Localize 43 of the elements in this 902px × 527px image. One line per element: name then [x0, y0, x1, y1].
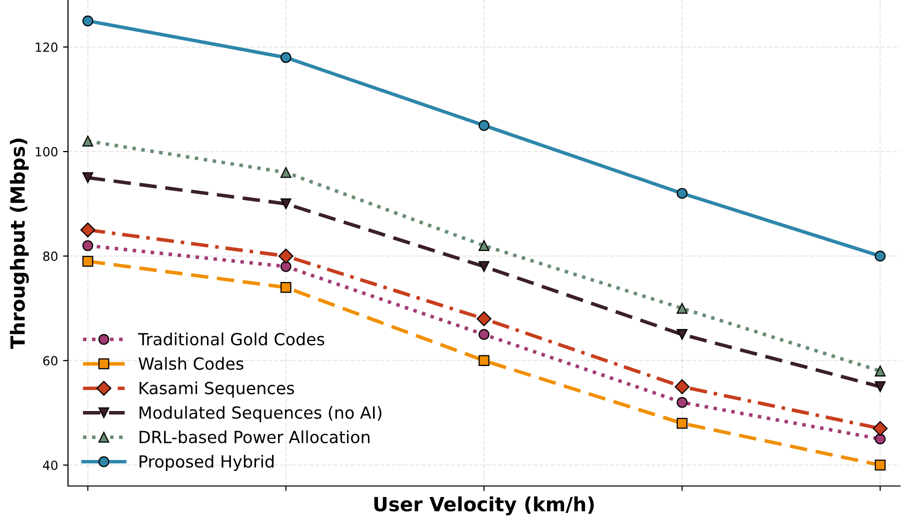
point [280, 52, 292, 63]
point [82, 15, 94, 26]
point [82, 240, 94, 252]
point [280, 261, 292, 272]
point [478, 329, 490, 340]
point [676, 329, 688, 340]
y-axis-title: Throughput (Mbps) [10, 138, 29, 349]
point [280, 167, 292, 178]
point [478, 240, 490, 252]
point [478, 261, 490, 272]
point [82, 256, 94, 267]
legend-label: Kasami Sequences [140, 381, 294, 398]
point [872, 421, 888, 436]
point [674, 379, 690, 394]
point [874, 434, 886, 444]
point [80, 222, 96, 238]
point [874, 460, 886, 471]
legend-label: Proposed Hybrid [140, 454, 274, 471]
point [82, 136, 94, 147]
point [676, 396, 688, 408]
point [874, 366, 886, 376]
y-tick-label: 60 [43, 356, 58, 366]
y-tick-label: 40 [42, 460, 58, 470]
point [280, 198, 292, 210]
y-tick-label: 100 [36, 147, 58, 156]
point [278, 248, 294, 264]
point [82, 172, 94, 184]
point [478, 120, 490, 131]
y-tick-label: 120 [36, 42, 58, 52]
point [874, 250, 886, 262]
point [476, 311, 492, 326]
point [478, 355, 490, 366]
legend-label: DRL-based Power Allocation [140, 430, 370, 444]
point [280, 282, 292, 293]
x-axis-title: User Velocity (km/h) [374, 496, 594, 516]
point [676, 418, 688, 429]
legend-label: Traditional Gold Codes [138, 332, 324, 346]
point [676, 188, 688, 199]
y-tick-label: 80 [43, 252, 58, 261]
point [874, 381, 886, 392]
legend-label: Modulated Sequences (no AI) [140, 406, 382, 422]
point [676, 302, 688, 314]
legend-label: Walsh Codes [138, 357, 244, 370]
